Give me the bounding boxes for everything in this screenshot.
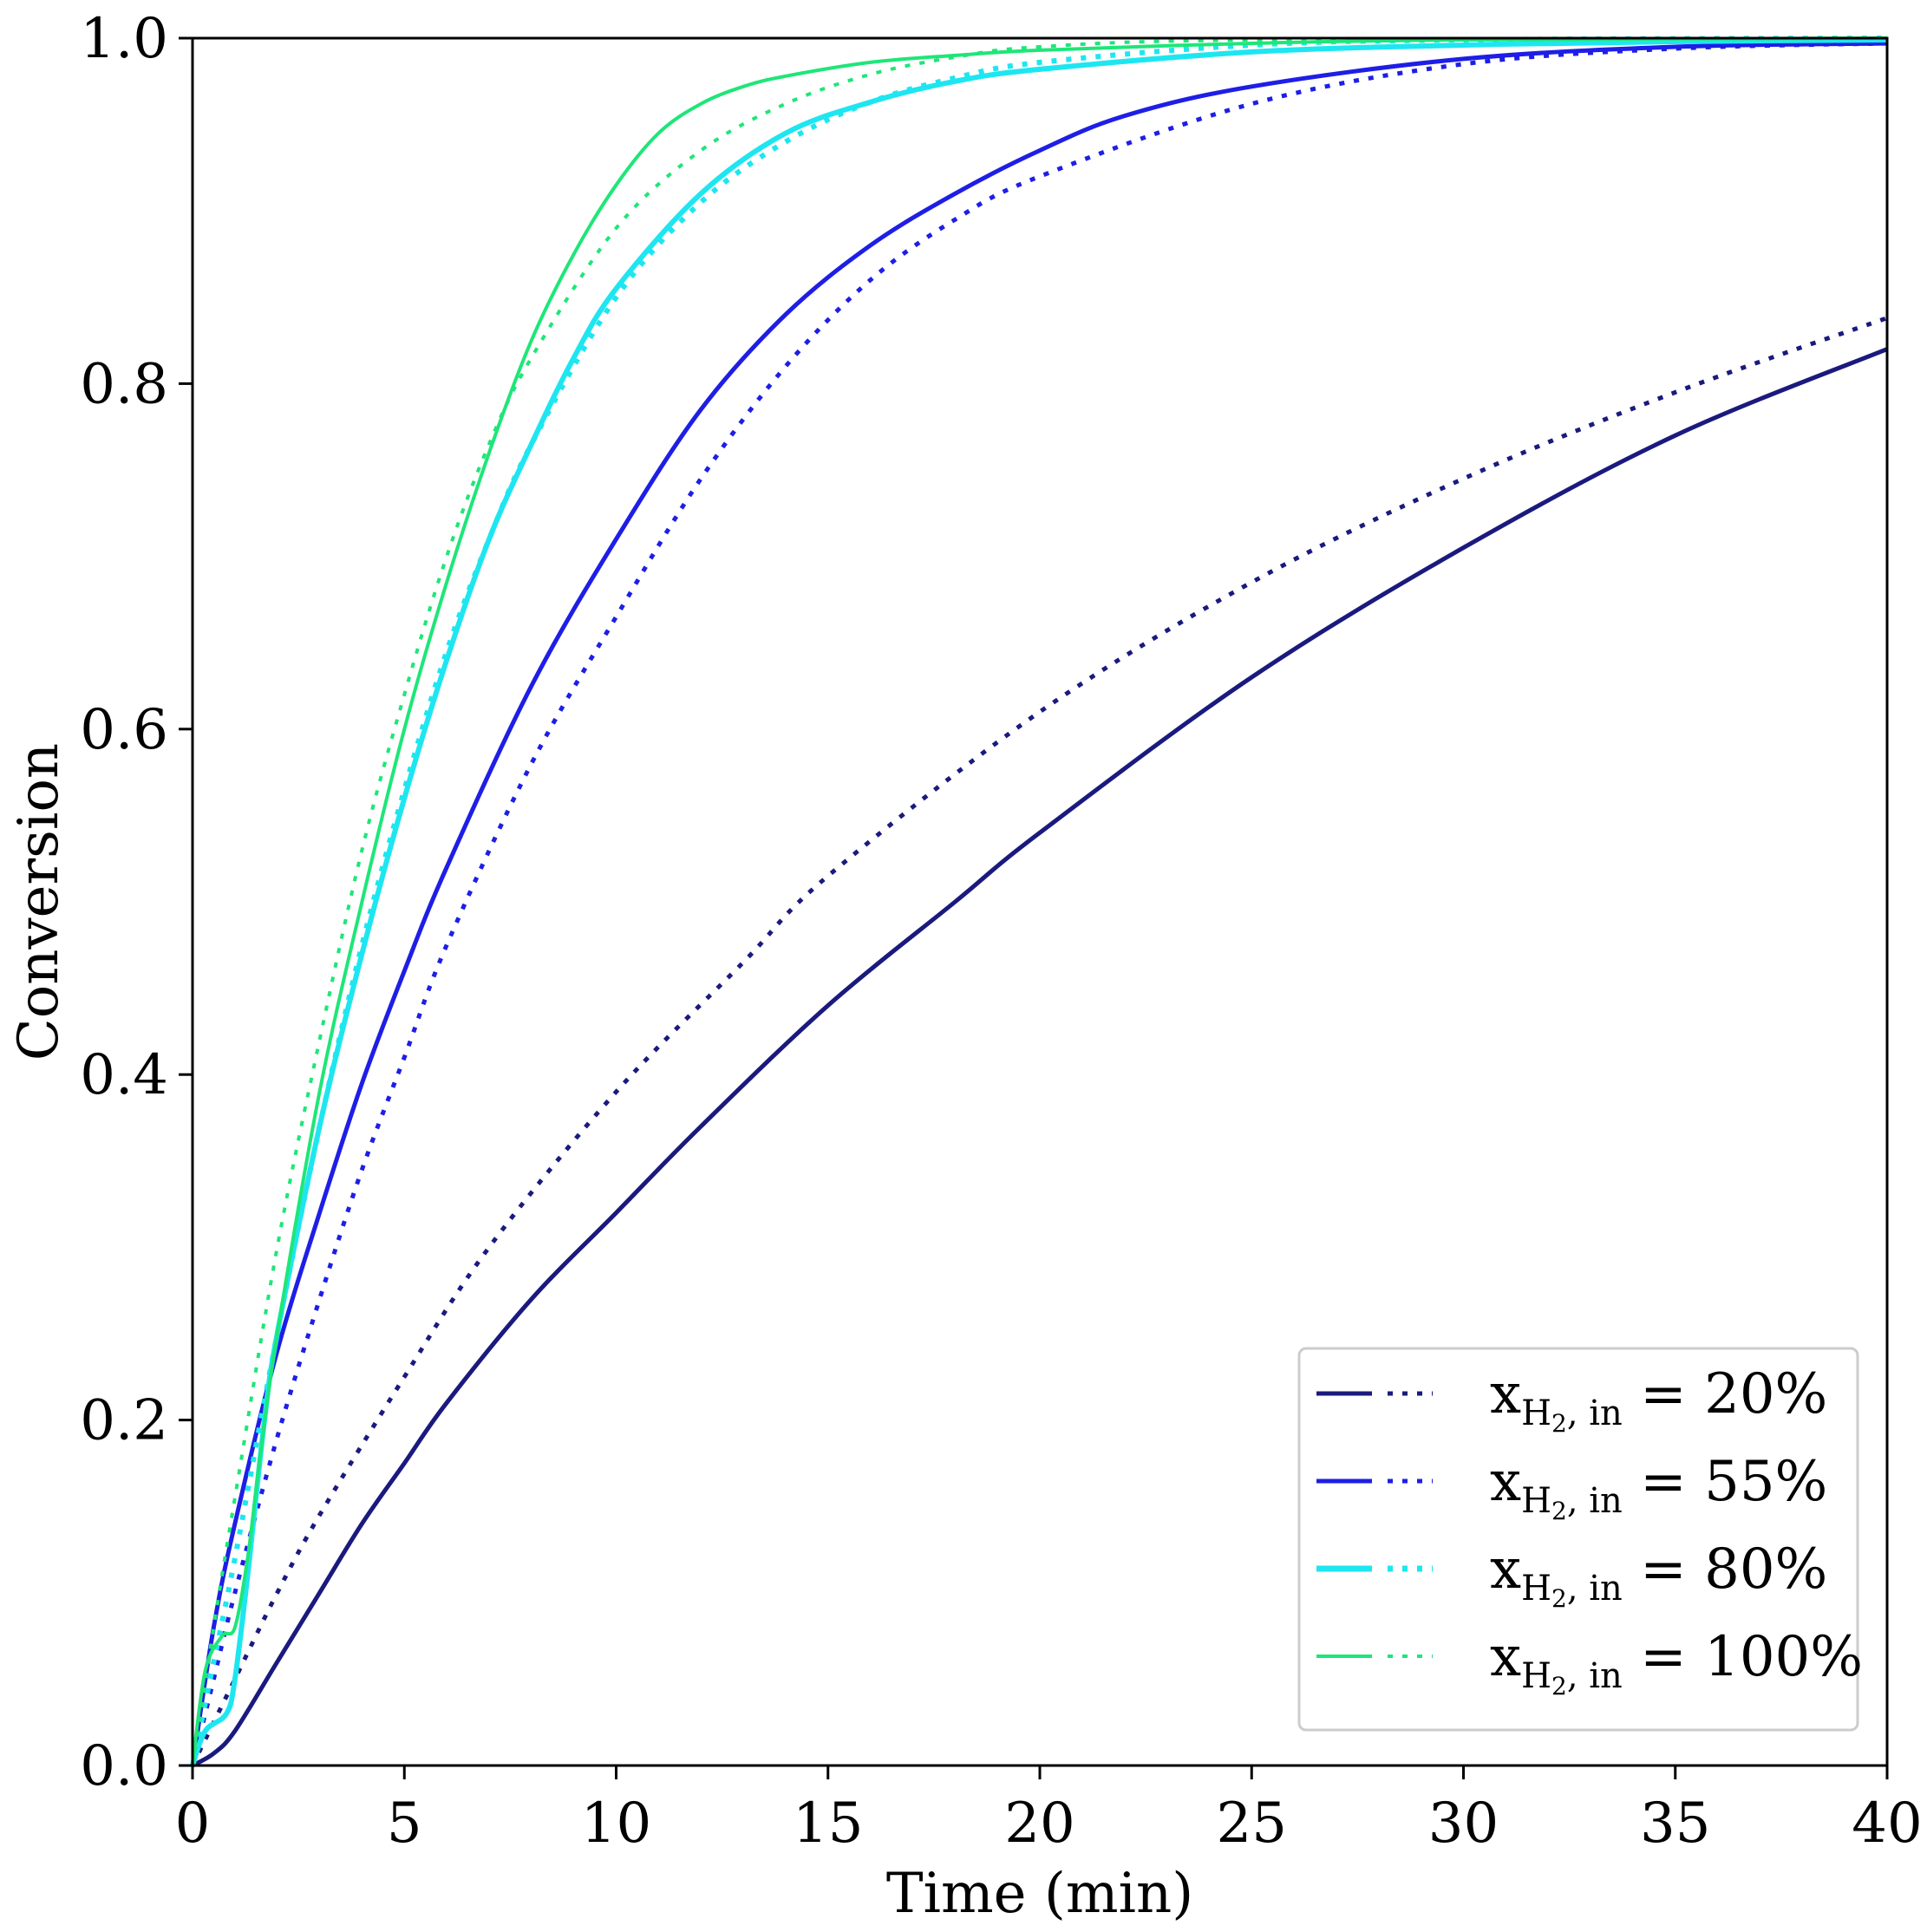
y-axis-ticks: 0.0 0.2 0.4 0.6 0.8 1.0 <box>80 7 193 1798</box>
x-tick-label: 25 <box>1217 1792 1287 1856</box>
y-axis-title: Conversion <box>7 743 71 1061</box>
series-line <box>191 347 1888 1768</box>
x-tick-label: 20 <box>1004 1792 1075 1856</box>
legend-item: xH2, in = 80% <box>1316 1537 1827 1613</box>
x-tick-label: 5 <box>387 1792 422 1856</box>
x-tick-label: 30 <box>1428 1792 1499 1856</box>
x-tick-label: 0 <box>175 1792 211 1856</box>
legend-item: xH2, in = 55% <box>1316 1450 1827 1525</box>
x-tick-label: 40 <box>1852 1792 1922 1856</box>
series-line <box>191 36 1888 1766</box>
x-tick-label: 35 <box>1640 1792 1710 1856</box>
legend-item: xH2, in = 100% <box>1316 1625 1863 1700</box>
x-axis-ticks: 0 5 10 15 20 25 30 35 40 <box>175 1766 1923 1856</box>
plot-frame <box>191 36 1889 1767</box>
series-line <box>190 41 1888 1766</box>
series-line <box>190 41 1888 1766</box>
y-tick-label: 0.2 <box>80 1389 168 1453</box>
x-tick-label: 10 <box>581 1792 651 1856</box>
legend-label: xH2, in = 20% <box>1490 1362 1827 1438</box>
legend: xH2, in = 20% xH2, in = 55% xH2, in = 80% x… <box>1297 1347 1863 1732</box>
x-tick-label: 15 <box>793 1792 863 1856</box>
y-tick-label: 0.0 <box>80 1734 168 1798</box>
legend-label: xH2, in = 55% <box>1490 1450 1827 1525</box>
legend-label: xH2, in = 80% <box>1490 1537 1827 1613</box>
y-tick-label: 0.6 <box>80 698 168 762</box>
series-line <box>190 36 1888 1766</box>
y-tick-label: 1.0 <box>80 7 168 71</box>
x-axis-title: Time (min) <box>886 1862 1193 1926</box>
legend-item: xH2, in = 20% <box>1316 1362 1827 1438</box>
legend-frame <box>1297 1347 1859 1732</box>
series-line <box>190 316 1888 1767</box>
y-tick-label: 0.4 <box>80 1043 168 1107</box>
legend-label: xH2, in = 100% <box>1490 1625 1863 1700</box>
plot-lines <box>190 36 1888 1768</box>
y-tick-label: 0.8 <box>80 352 168 416</box>
series-line <box>191 36 1888 1766</box>
